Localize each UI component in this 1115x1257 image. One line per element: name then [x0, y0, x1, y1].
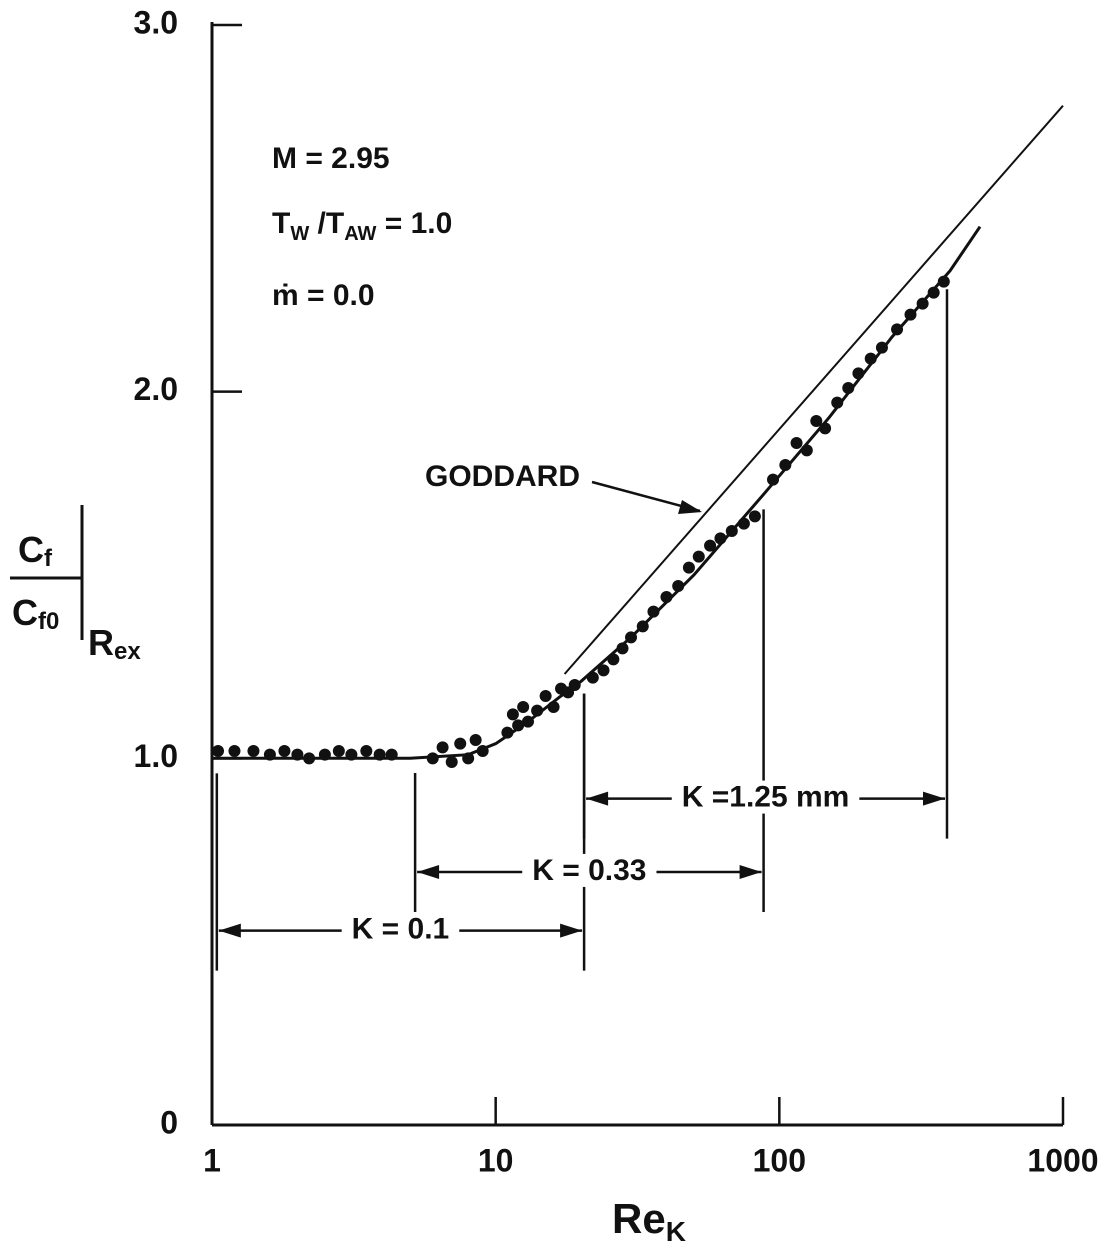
data-point	[937, 275, 950, 288]
y-label-num: Cf	[18, 529, 53, 573]
data-point	[521, 715, 534, 728]
data-point	[318, 748, 331, 761]
data-point	[212, 745, 225, 757]
data-point	[360, 745, 373, 757]
x-tick-label: 1000	[1027, 1142, 1098, 1178]
label-background	[522, 853, 657, 887]
label-background	[341, 912, 460, 946]
data-point	[568, 679, 581, 691]
x-tick-label: 10	[478, 1142, 514, 1178]
data-point	[636, 620, 649, 633]
data-point	[501, 726, 514, 739]
arrowhead	[560, 923, 583, 938]
goddard-label: GODDARD	[425, 460, 580, 493]
data-point	[228, 745, 241, 757]
data-point	[616, 642, 629, 655]
data-point	[385, 748, 398, 761]
arrowhead	[586, 791, 609, 806]
x-tick-label: 1	[203, 1142, 221, 1178]
data-point	[278, 745, 291, 757]
data-point	[737, 517, 750, 530]
data-point	[714, 532, 727, 545]
data-point	[547, 701, 560, 713]
data-point	[531, 704, 544, 717]
arrowhead	[218, 923, 241, 938]
y-tick-label: 2.0	[134, 371, 178, 407]
data-point	[454, 737, 467, 750]
data-point	[426, 752, 439, 765]
data-point	[819, 422, 832, 435]
curve	[563, 105, 1064, 675]
data-point	[607, 653, 620, 666]
y-label-at: Rex	[88, 622, 141, 666]
data-point	[810, 415, 823, 427]
data-point	[625, 631, 638, 644]
data-point	[864, 352, 877, 365]
y-label-den: Cf0	[12, 592, 59, 636]
data-point	[790, 437, 803, 449]
range-label: K = 0.33	[532, 854, 646, 887]
range-label: K =1.25 mm	[682, 781, 850, 814]
data-point	[831, 396, 844, 409]
data-point	[512, 719, 525, 732]
data-point	[682, 561, 695, 574]
arrowhead	[417, 865, 440, 879]
data-point	[842, 382, 855, 394]
data-point	[779, 459, 792, 471]
data-point	[586, 671, 599, 684]
data-point	[291, 748, 304, 761]
data-point	[725, 525, 738, 537]
data-point	[469, 734, 482, 746]
data-point	[436, 741, 449, 754]
data-point	[597, 664, 610, 677]
mdot-note: ṁ = 0.0	[272, 279, 375, 312]
mach-note: M = 2.95	[272, 142, 390, 175]
arrowhead	[739, 865, 762, 879]
data-point	[904, 308, 917, 321]
data-point	[445, 756, 458, 768]
data-point	[345, 748, 358, 761]
data-point	[852, 367, 865, 380]
y-axis-label: Cf Cf0 Rex	[10, 505, 141, 665]
data-point	[660, 591, 673, 603]
data-point	[704, 539, 717, 552]
y-tick-label: 1.0	[134, 738, 178, 774]
data-point	[800, 444, 813, 457]
data-point	[875, 341, 888, 354]
data-point	[517, 701, 530, 713]
goddard-arrowhead	[678, 500, 702, 514]
data-point	[506, 708, 519, 721]
range-label: K = 0.1	[352, 913, 450, 946]
data-point	[539, 690, 552, 702]
data-point	[916, 297, 929, 310]
data-point	[672, 580, 685, 592]
data-point	[927, 286, 940, 299]
data-point	[247, 745, 260, 757]
data-point	[891, 323, 904, 336]
data-point	[476, 745, 489, 757]
data-point	[332, 745, 345, 757]
data-point	[303, 752, 316, 765]
data-point	[263, 748, 276, 761]
y-tick-label: 0	[160, 1104, 178, 1140]
data-point	[767, 473, 780, 486]
x-axis-label: ReK	[612, 1195, 686, 1247]
data-point	[462, 752, 475, 765]
arrowhead	[922, 791, 945, 806]
y-tick-label: 3.0	[134, 4, 178, 40]
temp-note: TW /TAW = 1.0	[272, 207, 452, 245]
x-tick-label: 100	[753, 1142, 806, 1178]
data-point	[748, 510, 761, 523]
data-point	[373, 748, 386, 761]
data-point	[692, 550, 705, 563]
label-background	[671, 780, 860, 814]
data-point	[647, 605, 660, 618]
